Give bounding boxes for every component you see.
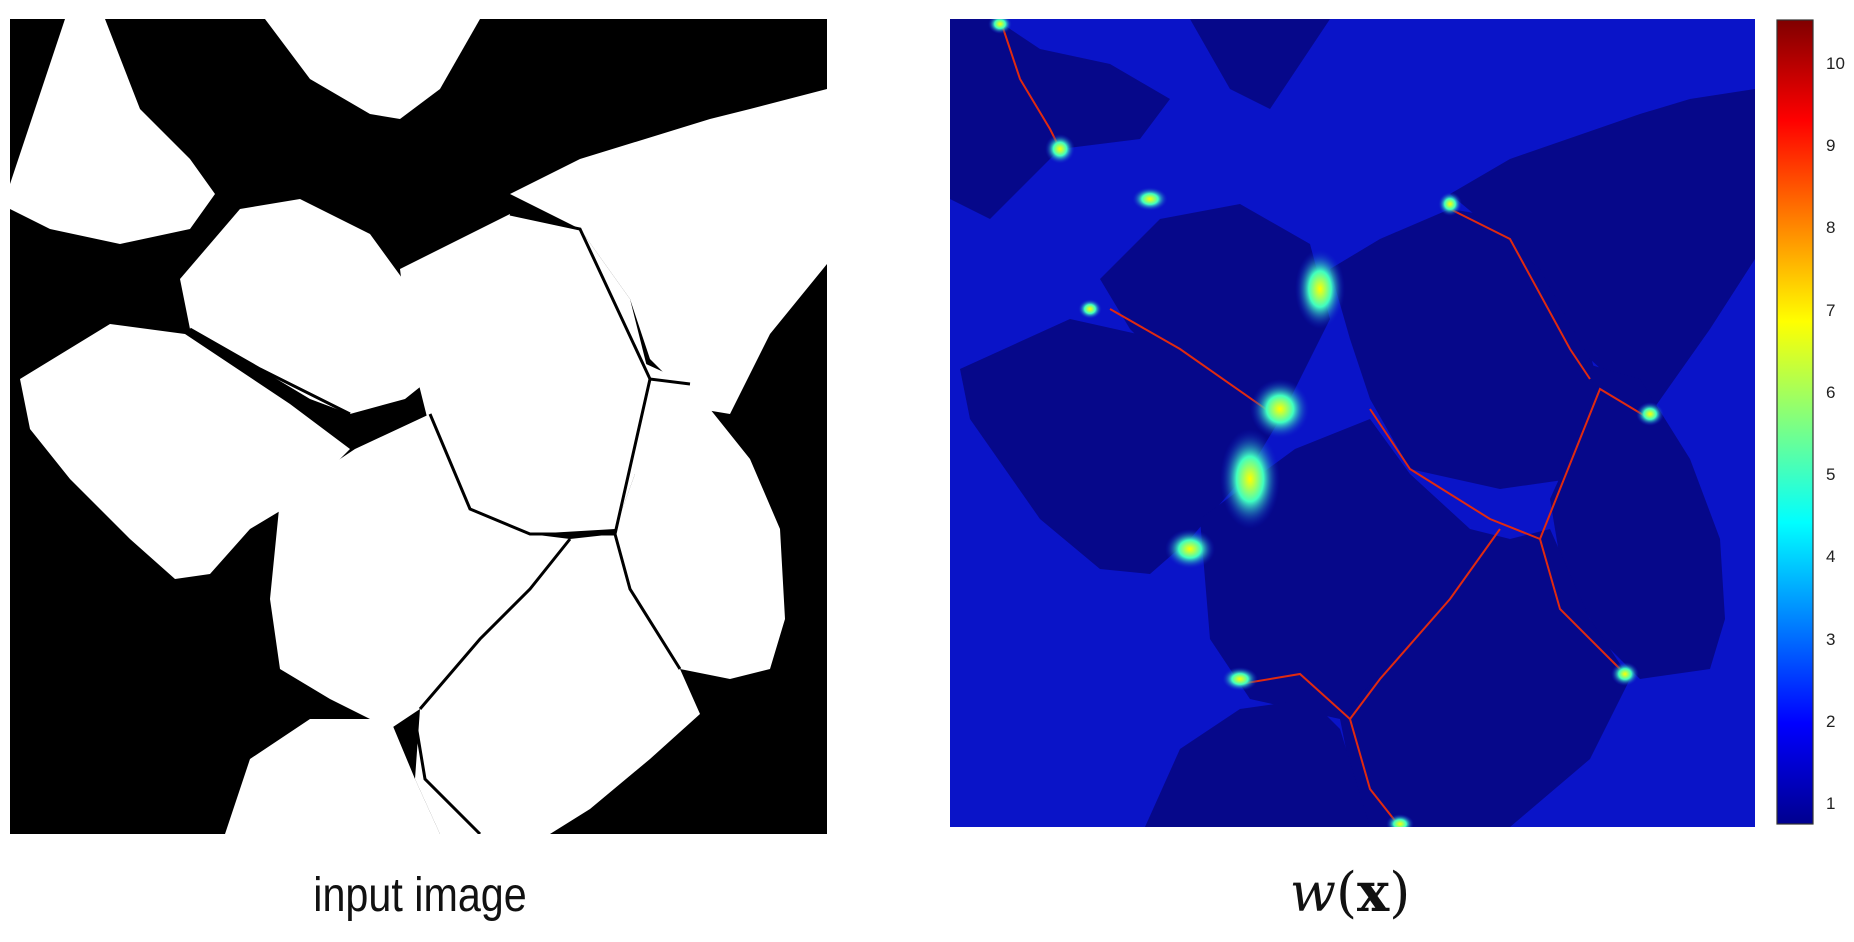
input-image xyxy=(10,19,827,834)
colorbar-tick: 9 xyxy=(1826,136,1836,155)
caption-argument: x xyxy=(1357,860,1390,924)
cell-borders xyxy=(999,19,1651,827)
cells xyxy=(10,19,827,834)
cell xyxy=(225,719,440,834)
cell xyxy=(1145,699,1370,827)
cell xyxy=(1100,204,1330,419)
cell xyxy=(400,214,650,534)
colorbar-tick: 2 xyxy=(1826,712,1836,731)
cell xyxy=(1190,19,1330,109)
high-weight-gaps xyxy=(988,19,1664,827)
cell xyxy=(270,414,570,729)
cell xyxy=(180,199,430,414)
colorbar-tick: 8 xyxy=(1826,218,1836,237)
caption-input-image: input image xyxy=(313,869,527,922)
caption-function-name: w xyxy=(1289,861,1336,924)
cell xyxy=(1550,359,1725,679)
colorbar-tick: 6 xyxy=(1826,383,1836,402)
colorbar-tick: 5 xyxy=(1826,465,1836,484)
cell xyxy=(415,534,700,834)
colorbar-gradient xyxy=(1776,19,1814,825)
input-image-panel xyxy=(10,19,827,834)
colorbar-tick: 7 xyxy=(1826,301,1836,320)
cell xyxy=(1450,89,1755,414)
caption-weight-map: w(x) xyxy=(1150,860,1550,924)
cell xyxy=(960,319,1280,574)
caption-close-paren: ) xyxy=(1389,861,1411,924)
cell xyxy=(265,19,480,119)
cell-borders xyxy=(189,212,691,834)
cell xyxy=(10,19,215,244)
weight-map xyxy=(950,19,1755,827)
colorbar xyxy=(1776,19,1814,825)
caption-open-paren: ( xyxy=(1335,861,1358,924)
colorbar-tick: 3 xyxy=(1826,630,1836,649)
cell xyxy=(20,324,350,579)
colorbar-tick: 10 xyxy=(1826,54,1845,73)
cell xyxy=(510,89,827,414)
colorbar-tick: 1 xyxy=(1826,794,1836,813)
colorbar-tick: 4 xyxy=(1826,547,1836,566)
cell xyxy=(615,359,785,679)
weight-map-panel xyxy=(950,19,1755,827)
cell xyxy=(950,19,1170,219)
